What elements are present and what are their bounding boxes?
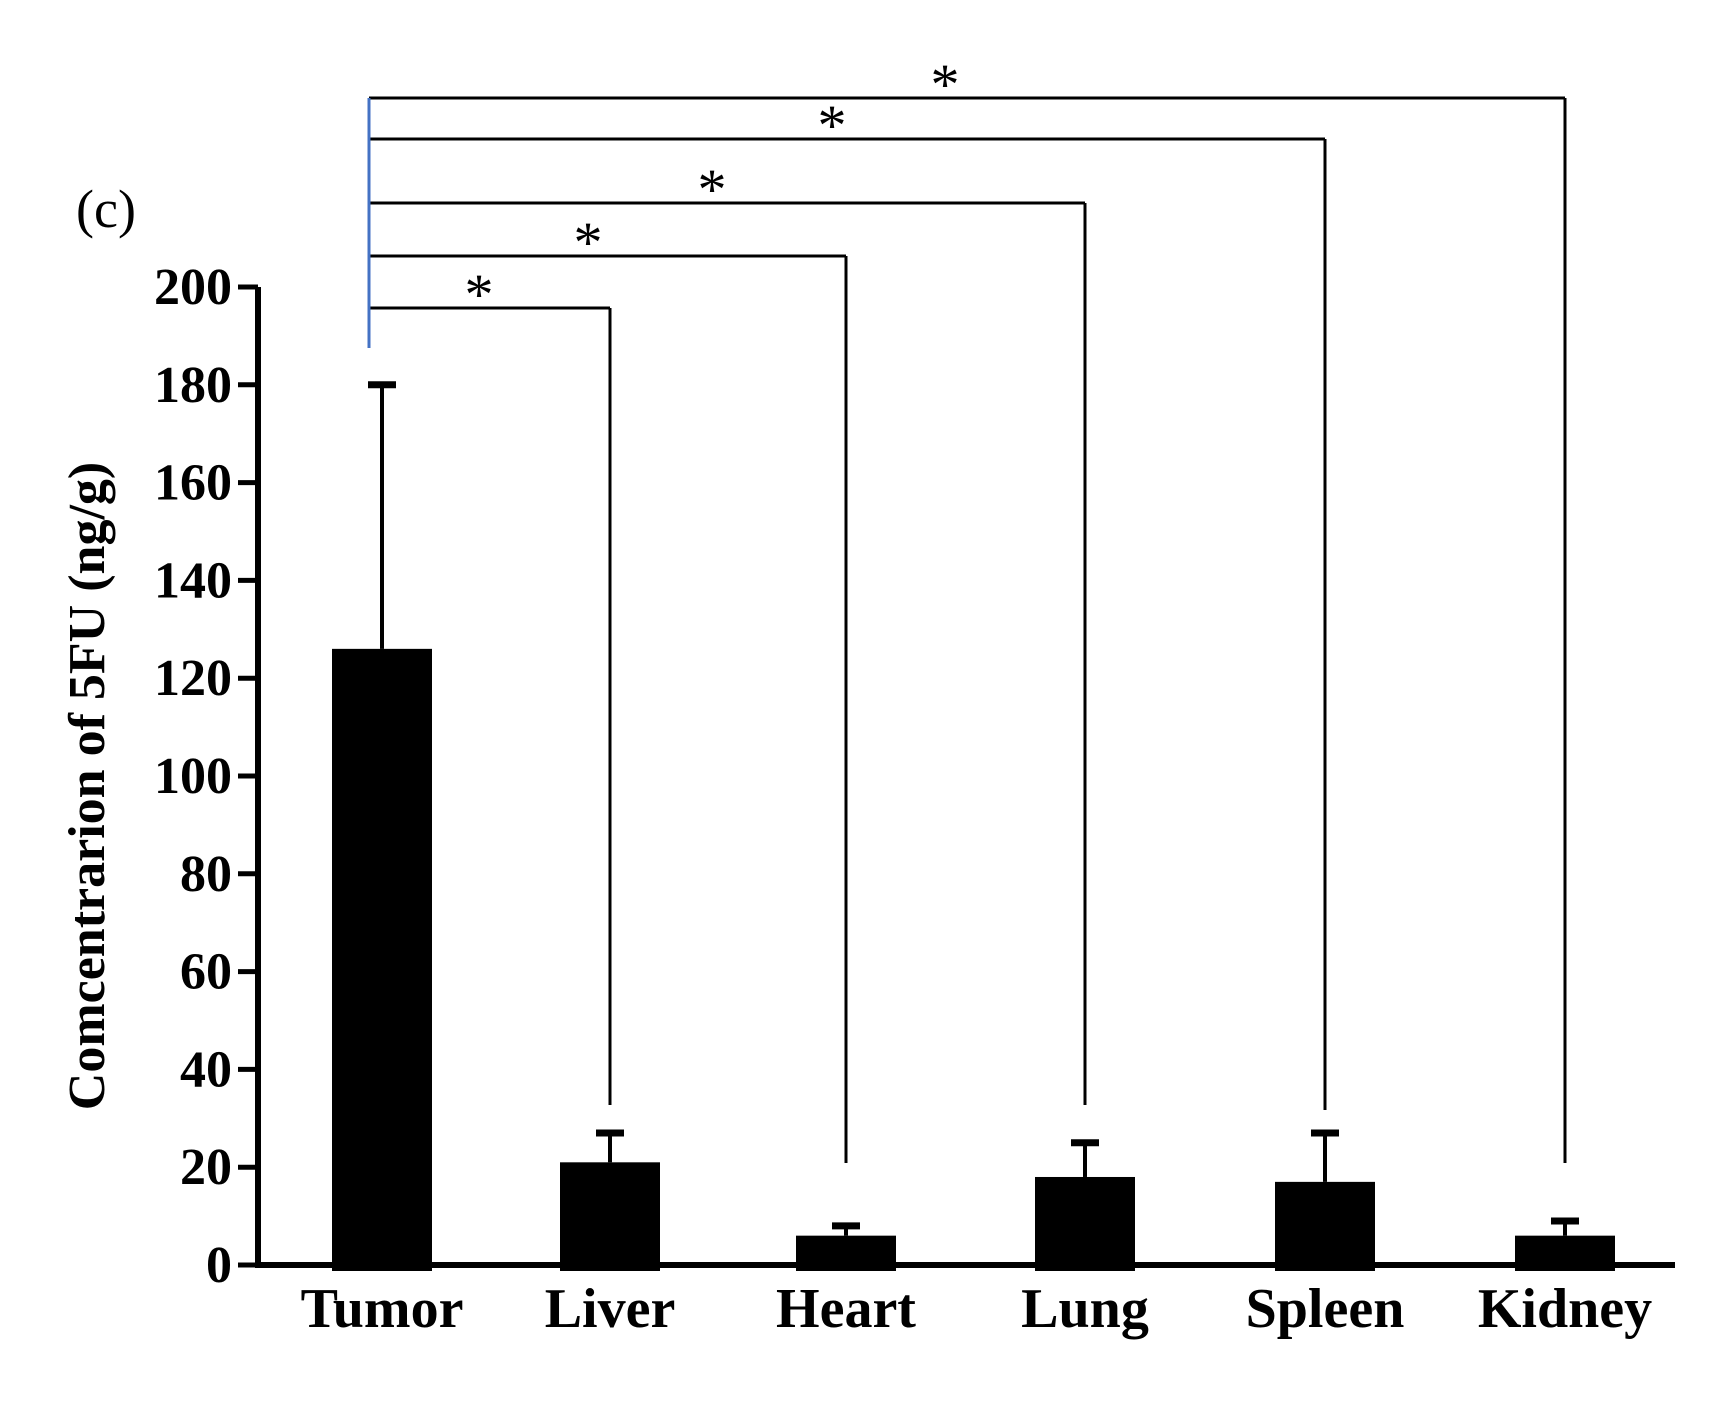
bar-spleen <box>1275 1181 1375 1271</box>
bar-heart <box>796 1235 896 1271</box>
y-tick-label-0: 0 <box>206 1237 232 1294</box>
x-tick-label-lung: Lung <box>1021 1278 1149 1340</box>
significance-star-lung: * <box>698 157 727 222</box>
y-tick-label-140: 140 <box>154 552 232 609</box>
y-tick-label-60: 60 <box>180 944 232 1001</box>
x-tick-label-tumor: Tumor <box>301 1278 464 1340</box>
x-tick-label-liver: Liver <box>545 1278 676 1340</box>
y-tick-label-200: 200 <box>154 259 232 316</box>
significance-star-liver: * <box>465 262 494 327</box>
y-tick-label-80: 80 <box>180 846 232 903</box>
x-tick-label-heart: Heart <box>776 1278 916 1340</box>
significance-star-heart: * <box>574 210 603 275</box>
x-tick-label-spleen: Spleen <box>1246 1278 1405 1340</box>
bar-kidney <box>1515 1235 1615 1271</box>
y-tick-label-40: 40 <box>180 1041 232 1098</box>
y-tick-label-120: 120 <box>154 650 232 707</box>
significance-star-spleen: * <box>818 93 847 158</box>
x-tick-label-kidney: Kidney <box>1478 1278 1652 1340</box>
y-tick-label-100: 100 <box>154 748 232 805</box>
bar-liver <box>560 1162 660 1271</box>
y-axis-label: Comcentrarion of 5FU (ng/g) <box>59 462 116 1110</box>
significance-star-kidney: * <box>931 52 960 117</box>
bar-lung <box>1035 1176 1135 1271</box>
y-tick-label-180: 180 <box>154 357 232 414</box>
y-tick-label-160: 160 <box>154 455 232 512</box>
panel-label: (c) <box>76 179 136 239</box>
bar-tumor <box>332 648 432 1271</box>
y-tick-label-20: 20 <box>180 1139 232 1196</box>
